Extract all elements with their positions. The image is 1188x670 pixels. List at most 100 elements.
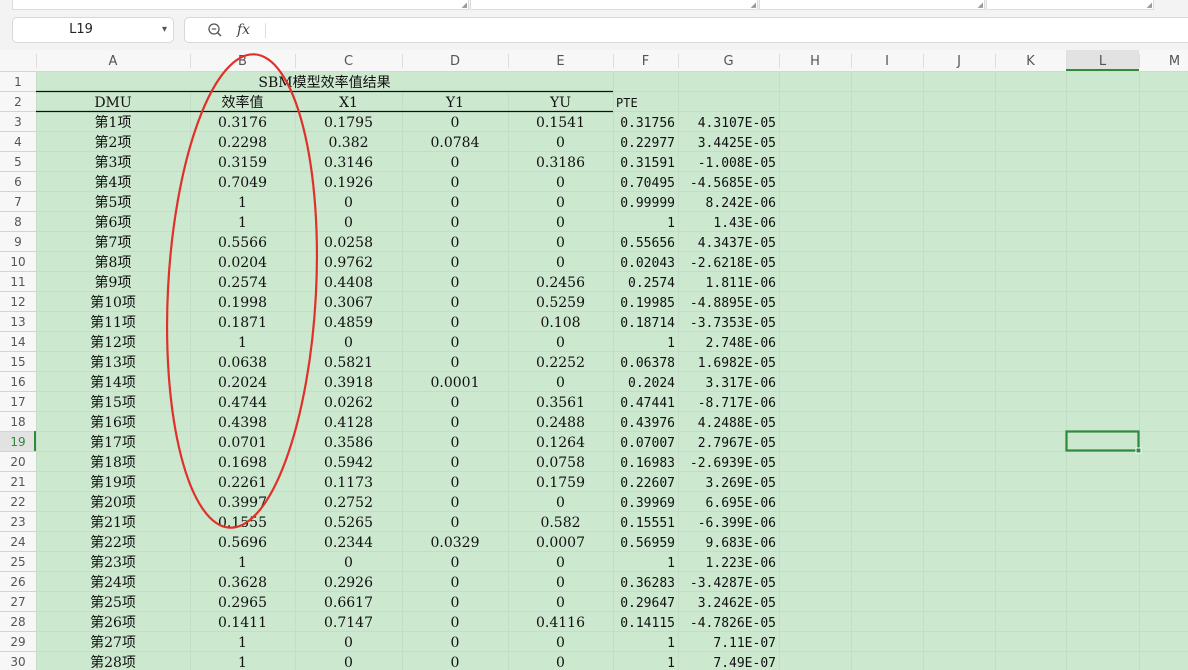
- row-header-18[interactable]: 18: [10, 415, 25, 429]
- fx-icon[interactable]: fx: [237, 22, 251, 38]
- column-header-c[interactable]: C: [344, 54, 353, 69]
- cell-a5: 第3项: [95, 154, 132, 171]
- row-header-4[interactable]: 4: [14, 135, 22, 149]
- row-header-13[interactable]: 13: [10, 315, 25, 329]
- column-header-e[interactable]: E: [556, 54, 564, 69]
- row-header-27[interactable]: 27: [10, 595, 25, 609]
- column-header-l[interactable]: L: [1099, 54, 1107, 69]
- chevron-down-icon[interactable]: ▾: [161, 24, 167, 35]
- selected-column-header[interactable]: [1066, 50, 1139, 71]
- cell-b3: 0.3176: [218, 115, 267, 131]
- cell-e25: 0: [556, 555, 565, 571]
- column-header-h[interactable]: H: [810, 54, 820, 69]
- row-header-6[interactable]: 6: [14, 175, 22, 189]
- column-header-f[interactable]: F: [642, 54, 649, 69]
- row-header-16[interactable]: 16: [10, 375, 25, 389]
- column-header-m[interactable]: M: [1169, 54, 1180, 69]
- cell-c7: 0: [344, 195, 353, 211]
- row-header-15[interactable]: 15: [10, 355, 25, 369]
- column-header-g[interactable]: G: [723, 54, 733, 69]
- row-header-9[interactable]: 9: [14, 235, 22, 249]
- row-header-28[interactable]: 28: [10, 615, 25, 629]
- column-title-d: Y1: [445, 95, 464, 111]
- row-header-2[interactable]: 2: [14, 95, 22, 109]
- row-header-21[interactable]: 21: [10, 475, 25, 489]
- cell-c11: 0.4408: [324, 275, 373, 291]
- column-header-k[interactable]: K: [1026, 54, 1035, 69]
- row-header-17[interactable]: 17: [10, 395, 25, 409]
- column-header-a[interactable]: A: [109, 54, 118, 69]
- cell-c9: 0.0258: [324, 235, 373, 251]
- formula-bar: L19 ▾ fx: [0, 12, 1188, 50]
- merged-title-cell[interactable]: [37, 72, 613, 91]
- row-header-20[interactable]: 20: [10, 455, 25, 469]
- dialog-launcher-icon[interactable]: ◢: [1146, 1, 1152, 9]
- cell-c14: 0: [344, 335, 353, 351]
- ribbon-group-alignment: ◢: [759, 0, 985, 10]
- cell-g14: 2.748E-06: [706, 336, 776, 351]
- cell-d19: 0: [451, 435, 460, 451]
- cell-d18: 0: [451, 415, 460, 431]
- cell-b13: 0.1871: [218, 315, 267, 331]
- cell-e21: 0.1759: [536, 475, 585, 491]
- sheet-canvas[interactable]: A B C D E F G H I J K L M123456789101112131415161718…: [0, 50, 1188, 670]
- cell-a21: 第19项: [90, 474, 136, 491]
- column-header-i[interactable]: I: [885, 54, 889, 69]
- cell-g16: 3.317E-06: [706, 376, 776, 391]
- cell-c8: 0: [344, 215, 353, 231]
- cell-g26: -3.4287E-05: [690, 576, 776, 591]
- row-header-23[interactable]: 23: [10, 515, 25, 529]
- column-header-d[interactable]: D: [450, 54, 460, 69]
- cell-b20: 0.1698: [218, 455, 267, 471]
- column-header-b[interactable]: B: [238, 54, 247, 69]
- cell-e29: 0: [556, 635, 565, 651]
- cell-g27: 3.2462E-05: [698, 596, 776, 611]
- column-header-j[interactable]: J: [956, 54, 961, 69]
- row-header-7[interactable]: 7: [14, 195, 22, 209]
- column-header-strip: [0, 50, 1188, 71]
- cell-d17: 0: [451, 395, 460, 411]
- cell-b25: 1: [238, 555, 247, 571]
- row-header-5[interactable]: 5: [14, 155, 22, 169]
- cell-f22: 0.39969: [620, 496, 675, 511]
- cell-a26: 第24项: [90, 574, 136, 591]
- cell-b7: 1: [238, 195, 247, 211]
- spreadsheet-grid[interactable]: A B C D E F G H I J K L M 1 2 3 4 5 6 7 8 9 10 11 12 13 14 15 16 17 18…: [0, 50, 1188, 670]
- cell-area[interactable]: [36, 71, 1188, 670]
- row-header-11[interactable]: 11: [10, 275, 25, 289]
- cell-e15: 0.2252: [536, 355, 585, 371]
- name-box-value[interactable]: L19: [69, 22, 93, 37]
- cell-c20: 0.5942: [324, 455, 373, 471]
- row-header-24[interactable]: 24: [10, 535, 25, 549]
- zoom-icon[interactable]: [207, 22, 223, 38]
- fill-handle[interactable]: [1135, 447, 1142, 454]
- row-header-1[interactable]: 1: [14, 75, 22, 89]
- row-header-26[interactable]: 26: [10, 575, 25, 589]
- name-box[interactable]: L19 ▾: [12, 17, 174, 43]
- row-header-30[interactable]: 30: [10, 655, 25, 669]
- ribbon-group-font: ◢: [470, 0, 758, 10]
- selected-row-header[interactable]: [0, 431, 36, 451]
- dialog-launcher-icon[interactable]: ◢: [461, 1, 467, 9]
- cell-d26: 0: [451, 575, 460, 591]
- formula-input-area[interactable]: fx: [184, 17, 1188, 43]
- active-cell-l19[interactable]: [1065, 430, 1140, 452]
- row-header-8[interactable]: 8: [14, 215, 22, 229]
- row-header-29[interactable]: 29: [10, 635, 25, 649]
- row-header-22[interactable]: 22: [10, 495, 25, 509]
- cell-f21: 0.22607: [620, 476, 675, 491]
- cell-g20: -2.6939E-05: [690, 456, 776, 471]
- cell-d27: 0: [451, 595, 460, 611]
- dialog-launcher-icon[interactable]: ◢: [977, 1, 983, 9]
- row-header-10[interactable]: 10: [10, 255, 25, 269]
- row-header-12[interactable]: 12: [10, 295, 25, 309]
- row-header-25[interactable]: 25: [10, 555, 25, 569]
- cell-f16: 0.2024: [628, 376, 675, 391]
- cell-a14: 第12项: [90, 334, 136, 351]
- row-header-3[interactable]: 3: [14, 115, 22, 129]
- row-header-19[interactable]: 19: [10, 435, 25, 449]
- dialog-launcher-icon[interactable]: ◢: [750, 1, 756, 9]
- row-header-14[interactable]: 14: [10, 335, 25, 349]
- cell-d24: 0.0329: [431, 535, 480, 551]
- cell-g7: 8.242E-06: [706, 196, 776, 211]
